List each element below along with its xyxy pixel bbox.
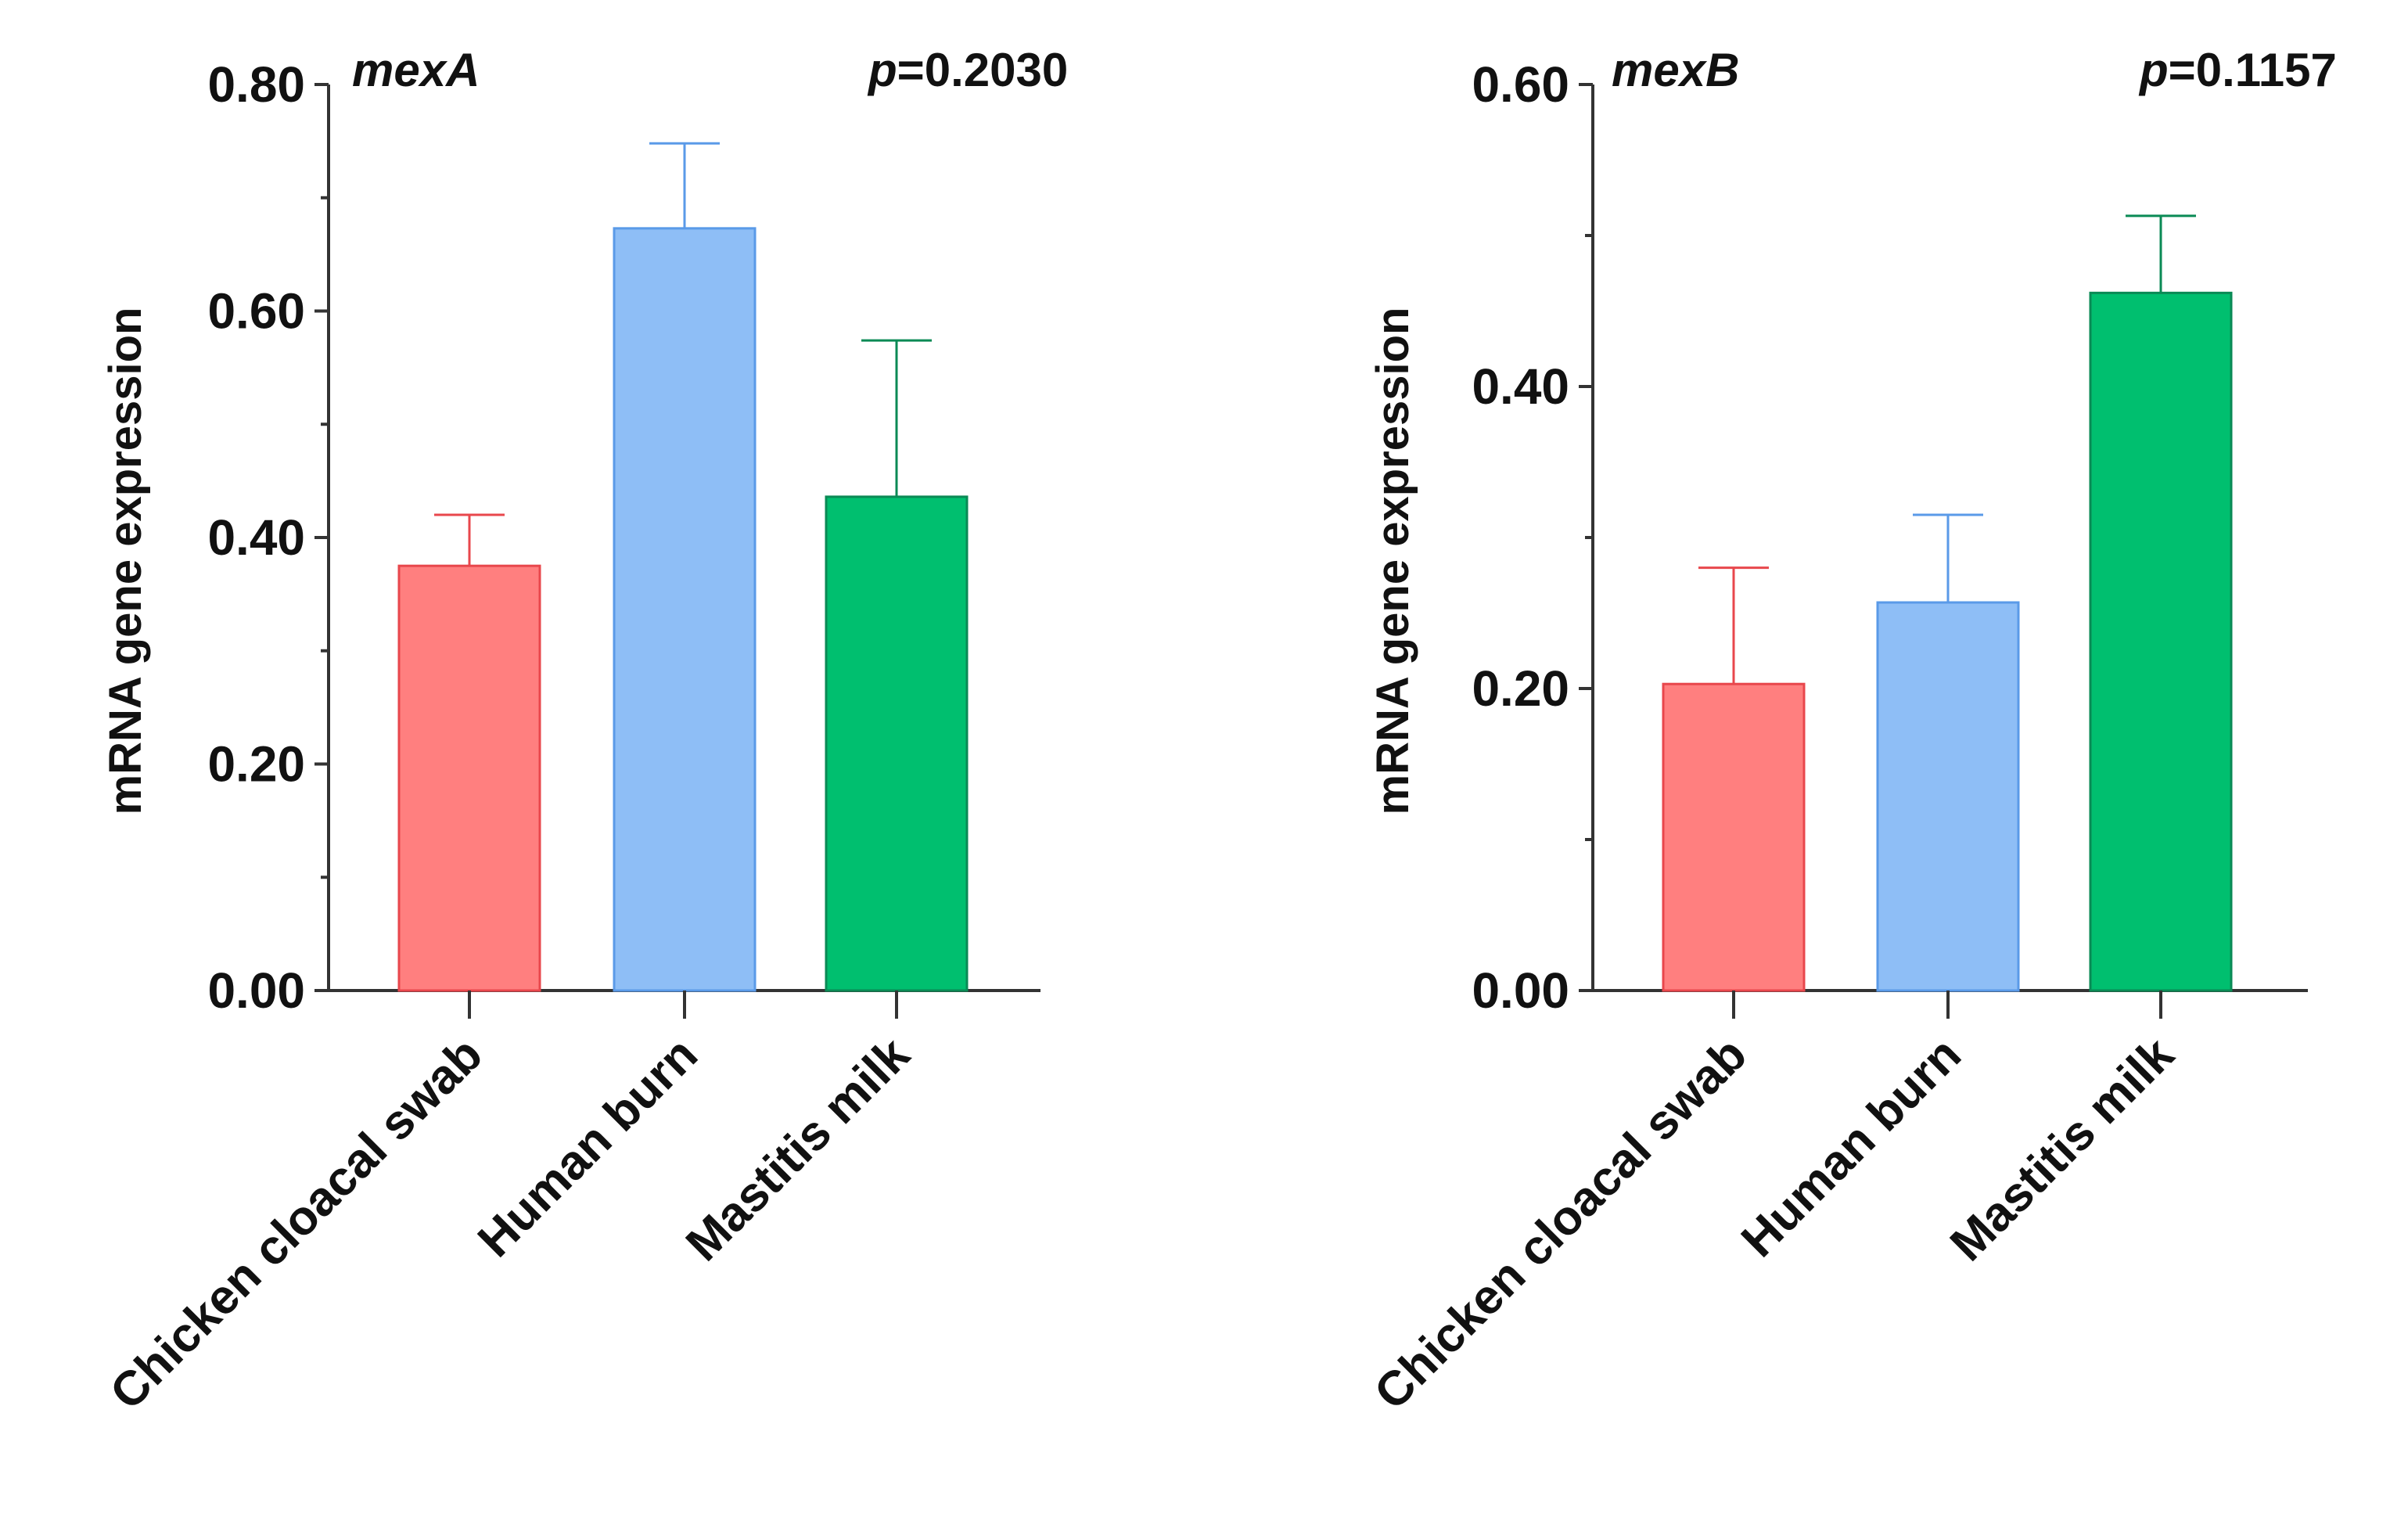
mexa-ylabel: mRNA gene expression <box>100 307 151 815</box>
mexa-category-label: Chicken cloacal swab <box>100 1027 493 1420</box>
mexb-ytick-label: 0.60 <box>1472 56 1569 113</box>
mexa-bar <box>397 564 541 992</box>
mexa-bar <box>825 495 969 992</box>
mexa-bar <box>613 227 757 992</box>
mexb-gene-label: mexB <box>1612 44 1739 96</box>
mexa-p-value: p=0.2030 <box>867 44 1068 96</box>
mexb-ytick-label: 0.40 <box>1472 358 1569 415</box>
mexa-ytick-label: 0.40 <box>207 509 305 566</box>
mexb-category-label: Human burn <box>1731 1027 1971 1268</box>
mexb-ytick-label: 0.20 <box>1472 660 1569 717</box>
mexa-ytick-label: 0.60 <box>207 283 305 340</box>
mexb-category-label: Chicken cloacal swab <box>1364 1027 1757 1420</box>
mexa-ytick-label: 0.20 <box>207 736 305 793</box>
mexb-ytick-label: 0.00 <box>1472 962 1569 1019</box>
panel-mexb: 0.00 0.20 0.40 0.60 mRNA gene expression mexB… <box>1364 44 2337 1420</box>
mexb-bar <box>1662 682 1806 992</box>
mexa-ytick-label: 0.00 <box>207 962 305 1019</box>
mexa-ytick-label: 0.80 <box>207 56 305 113</box>
mexb-bar <box>1876 601 2020 992</box>
mexa-gene-label: mexA <box>352 44 480 96</box>
mexb-bar <box>2089 291 2233 992</box>
mexb-ylabel: mRNA gene expression <box>1368 307 1418 815</box>
mexb-category-label: Mastitis milk <box>1940 1027 2184 1271</box>
mexa-category-label: Human burn <box>468 1027 708 1268</box>
mexb-p-value: p=0.1157 <box>2138 44 2337 96</box>
mexa-category-label: Mastitis milk <box>676 1027 920 1271</box>
panel-mexa: 0.00 0.20 0.40 0.60 0.80 mRNA gene expression… <box>100 44 1068 1420</box>
